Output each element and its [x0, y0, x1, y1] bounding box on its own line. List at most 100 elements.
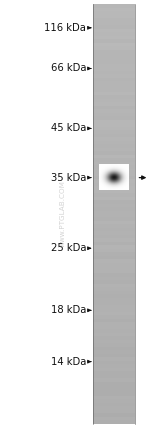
Bar: [93, 88, 135, 92]
Bar: [93, 242, 135, 246]
Bar: [93, 207, 135, 211]
Bar: [93, 354, 135, 357]
Bar: [93, 308, 135, 312]
Bar: [93, 340, 135, 343]
Text: 116 kDa: 116 kDa: [44, 23, 86, 33]
Bar: [93, 235, 135, 238]
Bar: [93, 246, 135, 249]
Bar: [93, 277, 135, 280]
Text: 45 kDa: 45 kDa: [51, 123, 86, 134]
Bar: [93, 162, 135, 165]
Bar: [93, 155, 135, 158]
Bar: [93, 8, 135, 11]
Bar: [93, 39, 135, 43]
Bar: [93, 375, 135, 378]
Bar: [93, 368, 135, 371]
Bar: [93, 141, 135, 144]
Text: 35 kDa: 35 kDa: [51, 172, 86, 183]
Bar: [93, 102, 135, 106]
Bar: [93, 361, 135, 364]
Bar: [93, 29, 135, 32]
Bar: [93, 392, 135, 396]
Bar: [93, 224, 135, 228]
Bar: [93, 11, 135, 15]
Bar: [93, 413, 135, 417]
Bar: [93, 410, 135, 413]
Bar: [93, 389, 135, 392]
Bar: [93, 175, 135, 179]
Bar: [93, 4, 135, 8]
Bar: [93, 294, 135, 298]
Bar: [93, 357, 135, 361]
Bar: [93, 95, 135, 99]
Bar: [93, 322, 135, 326]
Bar: [93, 32, 135, 36]
Bar: [93, 78, 135, 81]
Bar: [93, 60, 135, 64]
Bar: [93, 263, 135, 266]
Bar: [93, 190, 135, 193]
Bar: [93, 284, 135, 288]
Bar: [93, 221, 135, 224]
Bar: [93, 130, 135, 134]
Bar: [93, 399, 135, 403]
Bar: [93, 420, 135, 424]
Bar: [93, 165, 135, 169]
Bar: [93, 238, 135, 242]
Bar: [93, 228, 135, 232]
Bar: [93, 232, 135, 235]
Text: www.PTGLAB.COM: www.PTGLAB.COM: [60, 181, 66, 247]
Bar: [93, 298, 135, 301]
Text: 66 kDa: 66 kDa: [51, 63, 86, 74]
Bar: [93, 347, 135, 350]
Bar: [93, 211, 135, 214]
Bar: [93, 364, 135, 368]
Text: 25 kDa: 25 kDa: [51, 243, 86, 253]
Bar: [93, 378, 135, 382]
Bar: [93, 64, 135, 67]
Bar: [93, 67, 135, 71]
Bar: [93, 36, 135, 39]
Bar: [93, 204, 135, 207]
Bar: [93, 179, 135, 183]
Bar: [93, 151, 135, 155]
Bar: [93, 288, 135, 291]
Bar: [93, 109, 135, 113]
Bar: [93, 343, 135, 347]
Bar: [93, 144, 135, 148]
Bar: [93, 256, 135, 259]
Bar: [93, 200, 135, 204]
Bar: [93, 43, 135, 46]
Bar: [93, 385, 135, 389]
Bar: [93, 18, 135, 22]
Bar: [93, 305, 135, 308]
Bar: [93, 46, 135, 50]
Bar: [93, 186, 135, 190]
Bar: [93, 15, 135, 18]
Bar: [93, 291, 135, 294]
Bar: [93, 25, 135, 29]
Bar: [93, 148, 135, 151]
Bar: [93, 116, 135, 120]
Bar: [93, 127, 135, 130]
Bar: [93, 169, 135, 172]
Bar: [93, 350, 135, 354]
Bar: [93, 71, 135, 74]
Bar: [93, 172, 135, 175]
Bar: [93, 417, 135, 420]
Bar: [93, 270, 135, 273]
Bar: [93, 333, 135, 336]
Bar: [93, 81, 135, 85]
Bar: [93, 214, 135, 217]
Bar: [93, 330, 135, 333]
Bar: [93, 259, 135, 263]
Bar: [93, 57, 135, 60]
Bar: [93, 382, 135, 385]
Text: 18 kDa: 18 kDa: [51, 305, 86, 315]
Bar: [93, 85, 135, 88]
Bar: [93, 371, 135, 375]
Bar: [93, 183, 135, 186]
Bar: [93, 396, 135, 399]
Bar: [93, 326, 135, 330]
Bar: [93, 336, 135, 340]
